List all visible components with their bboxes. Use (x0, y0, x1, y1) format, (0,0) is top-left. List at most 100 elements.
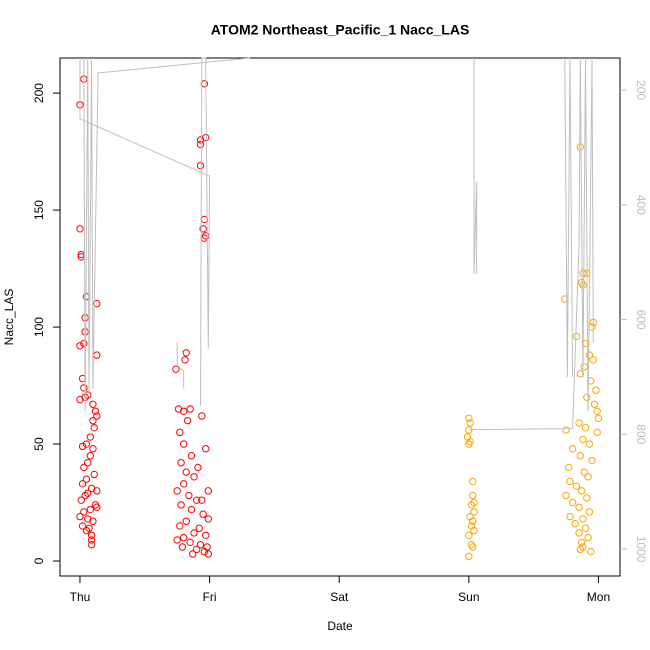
point (470, 498, 478, 507)
point (196, 540, 205, 549)
point (576, 545, 585, 554)
point (183, 416, 192, 425)
plot-box (59, 57, 621, 577)
point (465, 414, 473, 423)
point (579, 543, 587, 551)
point (469, 477, 477, 486)
point (189, 550, 197, 558)
y-axis-label: Nacc_LAS (2, 289, 16, 346)
point (583, 494, 591, 502)
point (186, 538, 194, 547)
y-tick-label: 50 (32, 437, 46, 451)
point (177, 501, 185, 509)
point (84, 459, 92, 467)
point (200, 80, 209, 88)
y2-tick-label: 600 (634, 310, 648, 330)
x-tick-label: Thu (70, 590, 91, 604)
point (198, 412, 206, 420)
pressure-line (79, 57, 594, 431)
point (86, 452, 95, 460)
chart-title: ATOM2 Northeast_Pacific_1 Nacc_LAS (211, 22, 470, 38)
point (77, 496, 85, 504)
point (575, 419, 583, 427)
point (173, 487, 181, 495)
point (76, 342, 84, 350)
point (82, 526, 91, 535)
point (572, 332, 581, 341)
point (577, 538, 586, 547)
point (93, 503, 101, 511)
point (89, 445, 97, 453)
point (566, 477, 574, 486)
y-tick-label: 100 (32, 317, 46, 337)
point (204, 487, 212, 495)
point (187, 452, 196, 460)
point (580, 363, 588, 371)
point (185, 491, 193, 500)
point (176, 522, 184, 530)
point (579, 281, 587, 289)
point (87, 531, 96, 539)
point (198, 496, 206, 504)
point (93, 299, 101, 308)
point (199, 510, 207, 518)
point (76, 225, 84, 233)
point (182, 349, 190, 357)
point (594, 414, 603, 423)
x-tick-label: Mon (587, 590, 610, 604)
point (580, 468, 588, 476)
point (187, 505, 196, 514)
point (566, 512, 574, 521)
point (196, 161, 205, 170)
point (202, 531, 210, 539)
point (87, 536, 96, 544)
point (568, 445, 577, 453)
point (588, 456, 596, 465)
point (93, 412, 101, 420)
point (173, 536, 181, 544)
point (192, 496, 201, 504)
point (82, 440, 91, 448)
point (581, 423, 590, 432)
point (76, 512, 84, 521)
point (82, 475, 91, 483)
point (200, 234, 209, 242)
point (579, 435, 587, 444)
point (86, 505, 95, 514)
point (78, 522, 87, 530)
point (86, 433, 95, 441)
point (589, 356, 597, 364)
point (179, 407, 188, 415)
point (76, 395, 84, 404)
point (577, 487, 586, 495)
point (87, 540, 96, 549)
point (564, 463, 573, 472)
point (199, 225, 207, 233)
point (576, 370, 585, 378)
point (80, 384, 88, 392)
y2-tick-label: 1000 (634, 536, 648, 563)
point (91, 407, 100, 415)
y-tick-label: 0 (32, 557, 46, 564)
x-tick-label: Fri (203, 590, 217, 604)
point (576, 452, 585, 460)
point (186, 405, 194, 413)
point (469, 517, 477, 525)
point (93, 351, 101, 359)
point (190, 473, 198, 481)
point (90, 423, 98, 432)
point (465, 440, 473, 448)
point (80, 508, 88, 516)
point (593, 428, 601, 437)
y2-tick-label: 200 (634, 80, 648, 100)
point (466, 419, 474, 427)
point (575, 503, 583, 511)
point (568, 498, 577, 507)
point (581, 524, 590, 532)
point (178, 543, 187, 551)
point (179, 533, 188, 542)
point (469, 491, 477, 500)
point (562, 491, 570, 500)
point (584, 533, 592, 542)
